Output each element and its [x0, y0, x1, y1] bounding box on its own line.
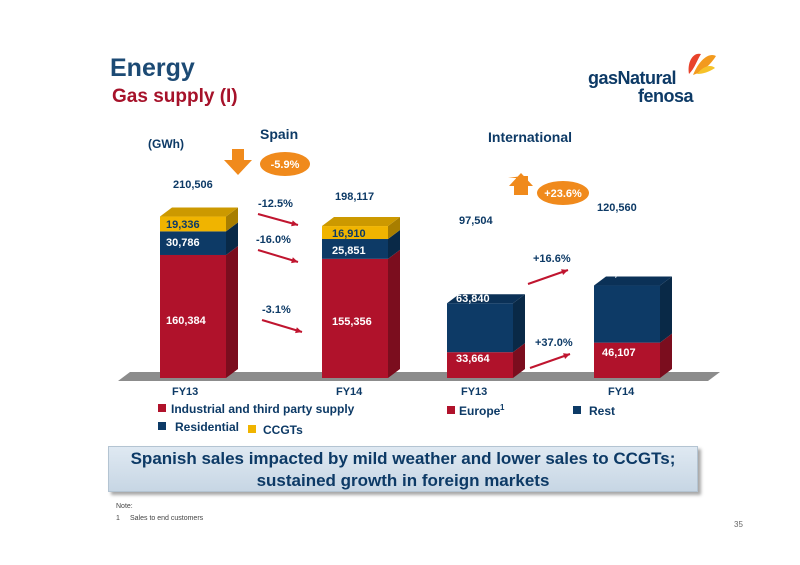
- bar-segment-side: [660, 333, 672, 378]
- data-label-2: 19,336: [166, 219, 200, 231]
- trend-arrow-icon: [257, 213, 299, 226]
- up-arrow-icon: [509, 173, 533, 186]
- change-badge: [260, 152, 310, 176]
- bar-segment: [447, 303, 513, 353]
- change-badge: [537, 181, 589, 205]
- group-title-international: International: [488, 129, 572, 145]
- bar-segment-side: [388, 230, 400, 259]
- trend-arrow-icon: [529, 353, 571, 369]
- bar-segment: [322, 226, 388, 240]
- bar-top: [594, 276, 672, 286]
- trend-arrow-icon: [527, 269, 569, 285]
- total-label: 120,560: [597, 202, 637, 214]
- data-label-1: 30,786: [166, 237, 200, 249]
- trend-arrow-icon-head: [291, 257, 298, 264]
- bar-segment-side: [388, 249, 400, 378]
- bar-segment-side: [513, 294, 525, 353]
- bar-top: [447, 294, 525, 304]
- legend-swatch: [248, 425, 256, 433]
- legend-label: Rest: [589, 404, 615, 418]
- data-label-intl-1: 63,840: [456, 293, 490, 305]
- bar-segment-side: [226, 222, 238, 255]
- gas-supply-chart: 160,384 155,356 30,786 25,851 19,336 16,910 33…: [118, 126, 720, 437]
- series-change-label: +37.0%: [535, 337, 573, 349]
- trend-arrow-icon-head: [563, 353, 570, 359]
- data-label-1: 25,851: [332, 245, 366, 257]
- trend-arrow-icon-head: [561, 269, 568, 275]
- logo-text-line1: gasNatural: [588, 68, 677, 88]
- data-label-0: 155,356: [332, 316, 372, 328]
- bar-segment-side: [226, 245, 238, 378]
- total-change-label: +23.6%: [544, 188, 582, 200]
- bar-segment: [160, 231, 226, 255]
- bar-segment: [594, 342, 660, 378]
- note-label: Note:: [116, 503, 133, 510]
- bar-top: [322, 217, 400, 227]
- x-tick-label: FY13: [461, 386, 487, 398]
- data-label-intl-1: 74,453: [602, 267, 636, 279]
- trend-arrow-icon-head: [291, 220, 298, 227]
- group-title-spain: Spain: [260, 126, 298, 142]
- total-change-label: -5.9%: [271, 159, 300, 171]
- footnote-text: Sales to end customers: [130, 515, 204, 522]
- down-arrow-icon: [224, 149, 252, 175]
- series-change-label: +16.6%: [533, 253, 571, 265]
- conclusion-banner: Spanish sales impacted by mild weather a…: [108, 446, 698, 492]
- total-label: 97,504: [459, 215, 494, 227]
- data-label-intl-0: 46,107: [602, 347, 636, 359]
- x-tick-label: FY14: [336, 386, 363, 398]
- legend-swatch: [158, 422, 166, 430]
- legend-label: CCGTs: [263, 423, 303, 437]
- footnote-number: 1: [116, 515, 120, 522]
- total-label: 210,506: [173, 179, 213, 191]
- trend-arrow-icon-head: [295, 327, 302, 334]
- logo-text-line2: fenosa: [638, 86, 694, 106]
- conclusion-line-2: sustained growth in foreign markets: [256, 471, 550, 490]
- chart-floor: [118, 372, 720, 381]
- bar-segment: [322, 258, 388, 378]
- legend-swatch: [573, 406, 581, 414]
- butterfly-icon: [688, 53, 716, 75]
- bar-segment: [322, 239, 388, 259]
- series-change-label: -16.0%: [256, 234, 291, 246]
- unit-label: (GWh): [148, 137, 184, 151]
- bar-segment: [594, 285, 660, 343]
- legend-label: Industrial and third party supply: [171, 402, 355, 416]
- bar-top: [160, 207, 238, 217]
- x-tick-label: FY14: [608, 386, 635, 398]
- trend-arrow-icon: [257, 249, 299, 263]
- data-label-intl-0: 33,664: [456, 353, 491, 365]
- trend-arrow-icon: [261, 319, 303, 333]
- legend-swatch: [447, 406, 455, 414]
- legend-superscript: 1: [500, 403, 505, 412]
- legend-label: Residential: [175, 420, 239, 434]
- data-label-0: 160,384: [166, 315, 207, 327]
- bar-segment-side: [226, 207, 238, 232]
- legend-swatch: [158, 404, 166, 412]
- bar-segment-side: [388, 217, 400, 240]
- company-logo: gasNatural fenosa: [588, 48, 728, 108]
- bar-segment: [160, 254, 226, 378]
- footnote: 1 Sales to end customers: [116, 515, 203, 522]
- data-label-2: 16,910: [332, 228, 366, 240]
- slide-title: Energy: [110, 54, 195, 82]
- series-change-label: -3.1%: [262, 304, 291, 316]
- slide-subtitle: Gas supply (I): [112, 86, 238, 107]
- bar-segment-side: [513, 343, 525, 378]
- legend-label: Europe: [459, 404, 501, 418]
- x-tick-label: FY13: [172, 386, 198, 398]
- bar-segment-side: [660, 276, 672, 343]
- bar-segment: [160, 216, 226, 232]
- conclusion-line-1: Spanish sales impacted by mild weather a…: [130, 449, 676, 468]
- series-change-label: -12.5%: [258, 198, 293, 210]
- total-label: 198,117: [335, 191, 374, 203]
- up-arrow-icon-stem: [514, 186, 528, 195]
- page-number: 35: [734, 520, 743, 529]
- bar-segment: [447, 352, 513, 378]
